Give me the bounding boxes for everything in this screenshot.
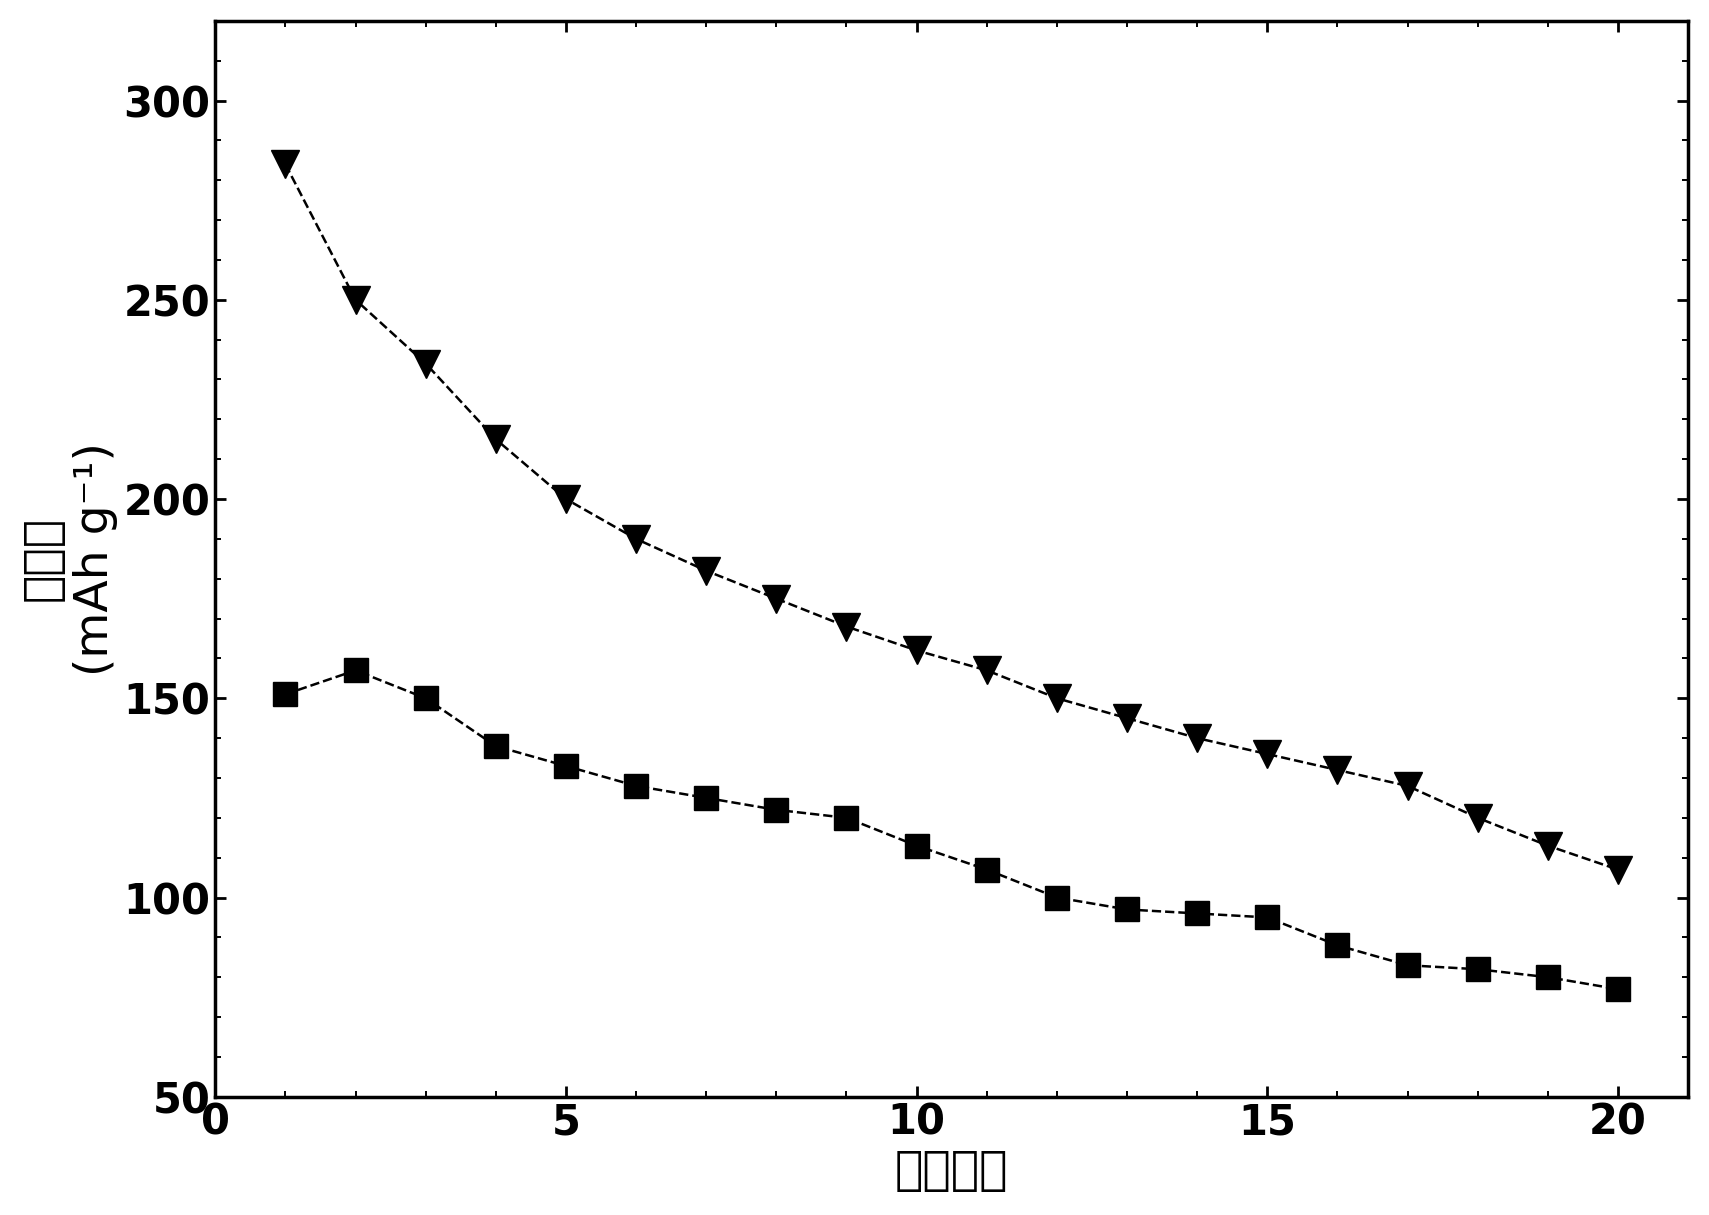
Y-axis label: 比容量
(mAh g⁻¹): 比容量 (mAh g⁻¹): [21, 442, 118, 676]
X-axis label: 循环圈数: 循环圈数: [896, 1149, 1008, 1194]
